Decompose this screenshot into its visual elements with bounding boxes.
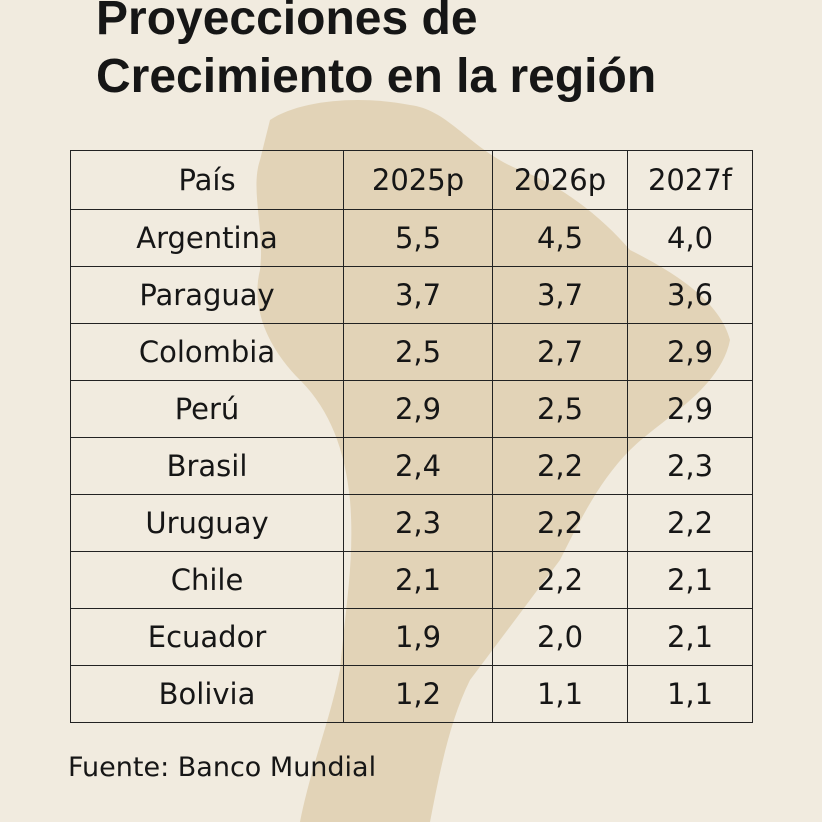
- data-table: País 2025p 2026p 2027f Argentina 5,5 4,5 4,0 Pa…: [70, 150, 753, 723]
- country-cell: Argentina: [70, 209, 344, 267]
- table-row: Paraguay 3,7 3,7 3,6: [70, 266, 753, 324]
- table-row: Perú 2,9 2,5 2,9: [70, 380, 753, 438]
- value-cell: 2,5: [343, 323, 493, 381]
- value-cell: 2,2: [492, 551, 628, 609]
- value-cell: 2,1: [627, 551, 753, 609]
- country-cell: Uruguay: [70, 494, 344, 552]
- value-cell: 2,2: [627, 494, 753, 552]
- value-cell: 2,9: [627, 323, 753, 381]
- value-cell: 2,1: [627, 608, 753, 666]
- value-cell: 2,9: [627, 380, 753, 438]
- column-header: 2025p: [343, 150, 493, 210]
- value-cell: 1,1: [492, 665, 628, 723]
- column-header: 2026p: [492, 150, 628, 210]
- value-cell: 1,9: [343, 608, 493, 666]
- table-row: Uruguay 2,3 2,2 2,2: [70, 494, 753, 552]
- country-cell: Bolivia: [70, 665, 344, 723]
- country-cell: Paraguay: [70, 266, 344, 324]
- header-row: País 2025p 2026p 2027f: [70, 150, 753, 210]
- column-header: 2027f: [627, 150, 753, 210]
- value-cell: 4,0: [627, 209, 753, 267]
- table-row: Colombia 2,5 2,7 2,9: [70, 323, 753, 381]
- value-cell: 2,3: [343, 494, 493, 552]
- country-cell: Colombia: [70, 323, 344, 381]
- column-header: País: [70, 150, 344, 210]
- value-cell: 2,2: [492, 437, 628, 495]
- value-cell: 2,4: [343, 437, 493, 495]
- value-cell: 2,3: [627, 437, 753, 495]
- value-cell: 2,5: [492, 380, 628, 438]
- value-cell: 1,1: [627, 665, 753, 723]
- country-cell: Chile: [70, 551, 344, 609]
- value-cell: 1,2: [343, 665, 493, 723]
- country-cell: Brasil: [70, 437, 344, 495]
- table-row: Chile 2,1 2,2 2,1: [70, 551, 753, 609]
- value-cell: 3,7: [343, 266, 493, 324]
- table-row: Brasil 2,4 2,2 2,3: [70, 437, 753, 495]
- source: Fuente: Banco Mundial: [68, 752, 377, 783]
- value-cell: 3,6: [627, 266, 753, 324]
- value-cell: 4,5: [492, 209, 628, 267]
- value-cell: 2,7: [492, 323, 628, 381]
- table-row: Argentina 5,5 4,5 4,0: [70, 209, 753, 267]
- value-cell: 2,1: [343, 551, 493, 609]
- country-cell: Perú: [70, 380, 344, 438]
- table-row: Bolivia 1,2 1,1 1,1: [70, 665, 753, 723]
- value-cell: 2,2: [492, 494, 628, 552]
- value-cell: 2,9: [343, 380, 493, 438]
- table-row: Ecuador 1,9 2,0 2,1: [70, 608, 753, 666]
- value-cell: 5,5: [343, 209, 493, 267]
- value-cell: 2,0: [492, 608, 628, 666]
- title: Proyecciones de Crecimiento en la región: [96, 0, 657, 103]
- country-cell: Ecuador: [70, 608, 344, 666]
- value-cell: 3,7: [492, 266, 628, 324]
